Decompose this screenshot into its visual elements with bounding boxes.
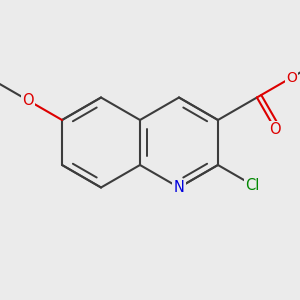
Text: O: O bbox=[286, 71, 297, 85]
Text: N: N bbox=[173, 180, 184, 195]
Text: Cl: Cl bbox=[245, 178, 260, 193]
Text: O: O bbox=[270, 122, 281, 137]
Text: O: O bbox=[22, 93, 34, 108]
